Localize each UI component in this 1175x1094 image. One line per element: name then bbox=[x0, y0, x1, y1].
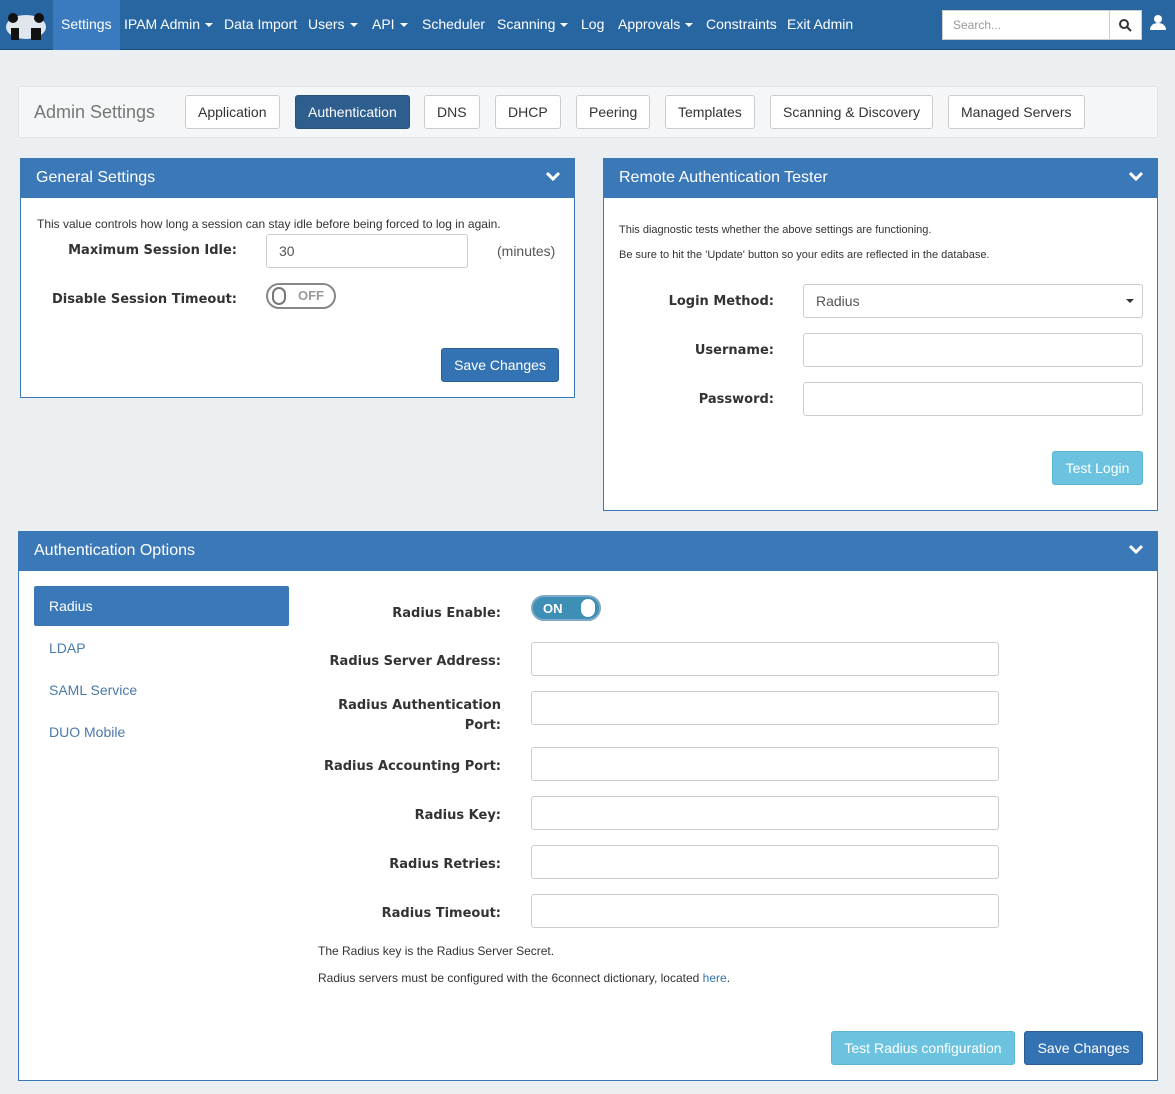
caret-down-icon bbox=[350, 23, 358, 27]
chevron-down-icon[interactable] bbox=[546, 171, 560, 181]
remote-auth-tester-panel: Remote Authentication Tester This diagno… bbox=[603, 158, 1158, 511]
caret-down-icon bbox=[205, 23, 213, 27]
field-label: Radius Retries: bbox=[389, 857, 501, 872]
radius-field-input[interactable] bbox=[531, 691, 999, 725]
radius-field-input[interactable] bbox=[531, 747, 999, 781]
password-label: Password: bbox=[698, 392, 774, 407]
user-icon[interactable] bbox=[1150, 14, 1166, 33]
login-method-select[interactable]: Radius bbox=[803, 284, 1143, 318]
auth-option-ldap[interactable]: LDAP bbox=[49, 640, 86, 656]
username-input[interactable] bbox=[803, 333, 1143, 367]
auth-option-radius[interactable]: Radius bbox=[34, 586, 289, 626]
tab-managed-servers[interactable]: Managed Servers bbox=[948, 95, 1085, 129]
idle-label: Maximum Session Idle: bbox=[68, 243, 237, 258]
nav-item-approvals[interactable]: Approvals bbox=[618, 16, 681, 32]
idle-unit: (minutes) bbox=[497, 243, 556, 259]
test-login-button[interactable]: Test Login bbox=[1052, 451, 1143, 485]
idle-description: This value controls how long a session c… bbox=[37, 217, 501, 231]
tab-dns[interactable]: DNS bbox=[424, 95, 480, 129]
dictionary-link[interactable]: here bbox=[702, 971, 727, 985]
save-changes-button[interactable]: Save Changes bbox=[441, 348, 559, 382]
nav-item-users[interactable]: Users bbox=[308, 16, 345, 32]
caret-down-icon bbox=[1126, 299, 1134, 303]
chevron-down-icon[interactable] bbox=[1129, 171, 1143, 181]
page-title: Admin Settings bbox=[34, 102, 156, 122]
field-label: Radius Accounting Port: bbox=[323, 759, 501, 774]
radius-enable-label: Radius Enable: bbox=[392, 606, 501, 621]
panel-title: General Settings bbox=[36, 169, 156, 186]
general-settings-panel: General Settings This value controls how… bbox=[20, 158, 575, 398]
tester-note: Be sure to hit the 'Update' button so yo… bbox=[619, 249, 990, 261]
password-input[interactable] bbox=[803, 382, 1143, 416]
nav-item-settings[interactable]: Settings bbox=[53, 0, 120, 50]
tab-authentication[interactable]: Authentication bbox=[295, 95, 410, 129]
search-input[interactable]: Search... bbox=[942, 10, 1110, 40]
radius-dictionary-note: Radius servers must be configured with t… bbox=[318, 971, 731, 985]
nav-item-data-import[interactable]: Data Import bbox=[224, 16, 298, 32]
nav-item-log[interactable]: Log bbox=[581, 16, 605, 32]
authentication-options-panel: Authentication Options Radius LDAP SAML Se… bbox=[18, 531, 1158, 1081]
nav-item-ipam-admin[interactable]: IPAM Admin bbox=[124, 16, 200, 32]
panel-title: Remote Authentication Tester bbox=[619, 169, 828, 186]
panel-title: Authentication Options bbox=[34, 542, 195, 559]
field-label: Radius Timeout: bbox=[381, 906, 501, 921]
admin-settings-tabbar: Admin Settings Application Authentication… bbox=[18, 86, 1158, 138]
radius-key-note: The Radius key is the Radius Server Secr… bbox=[318, 944, 555, 958]
radius-enable-toggle[interactable]: ON bbox=[531, 595, 601, 621]
caret-down-icon bbox=[400, 23, 408, 27]
chevron-down-icon[interactable] bbox=[1129, 544, 1143, 554]
top-navbar: Settings IPAM Admin Data Import Users API Sch… bbox=[0, 0, 1175, 50]
panel-header[interactable]: General Settings bbox=[21, 159, 574, 198]
search-icon bbox=[1119, 18, 1132, 32]
caret-down-icon bbox=[560, 23, 568, 27]
nav-item-exit-admin[interactable]: Exit Admin bbox=[787, 16, 854, 32]
session-idle-input[interactable]: 30 bbox=[266, 234, 468, 268]
field-label: Radius Server Address: bbox=[329, 654, 501, 669]
nav-item-scheduler[interactable]: Scheduler bbox=[422, 16, 486, 32]
tab-dhcp[interactable]: DHCP bbox=[495, 95, 561, 129]
radius-field-input[interactable] bbox=[531, 845, 999, 879]
save-changes-button[interactable]: Save Changes bbox=[1024, 1031, 1143, 1065]
tab-scanning-discovery[interactable]: Scanning & Discovery bbox=[770, 95, 933, 129]
nav-item-api[interactable]: API bbox=[372, 16, 395, 32]
login-method-label: Login Method: bbox=[668, 294, 774, 309]
test-radius-button[interactable]: Test Radius configuration bbox=[831, 1031, 1015, 1065]
nav-item-constraints[interactable]: Constraints bbox=[706, 16, 777, 32]
field-label: Radius Key: bbox=[414, 808, 501, 823]
disable-timeout-toggle[interactable]: OFF bbox=[266, 283, 336, 309]
tab-peering[interactable]: Peering bbox=[576, 95, 651, 129]
caret-down-icon bbox=[685, 23, 693, 27]
tab-templates[interactable]: Templates bbox=[665, 95, 755, 129]
field-label: Radius Authentication Port: bbox=[338, 698, 501, 733]
tester-description: This diagnostic tests whether the above … bbox=[619, 224, 932, 236]
search-button[interactable] bbox=[1109, 10, 1142, 40]
panel-header[interactable]: Remote Authentication Tester bbox=[604, 159, 1157, 198]
panel-header[interactable]: Authentication Options bbox=[19, 532, 1157, 571]
tab-application[interactable]: Application bbox=[185, 95, 280, 129]
nav-item-scanning[interactable]: Scanning bbox=[497, 16, 556, 32]
auth-option-duo-mobile[interactable]: DUO Mobile bbox=[49, 724, 126, 740]
logo-panda-icon[interactable] bbox=[0, 0, 52, 50]
timeout-label: Disable Session Timeout: bbox=[52, 292, 237, 307]
username-label: Username: bbox=[694, 343, 774, 358]
auth-option-saml-service[interactable]: SAML Service bbox=[49, 682, 138, 698]
radius-field-input[interactable] bbox=[531, 642, 999, 676]
radius-field-input[interactable] bbox=[531, 894, 999, 928]
radius-field-input[interactable] bbox=[531, 796, 999, 830]
